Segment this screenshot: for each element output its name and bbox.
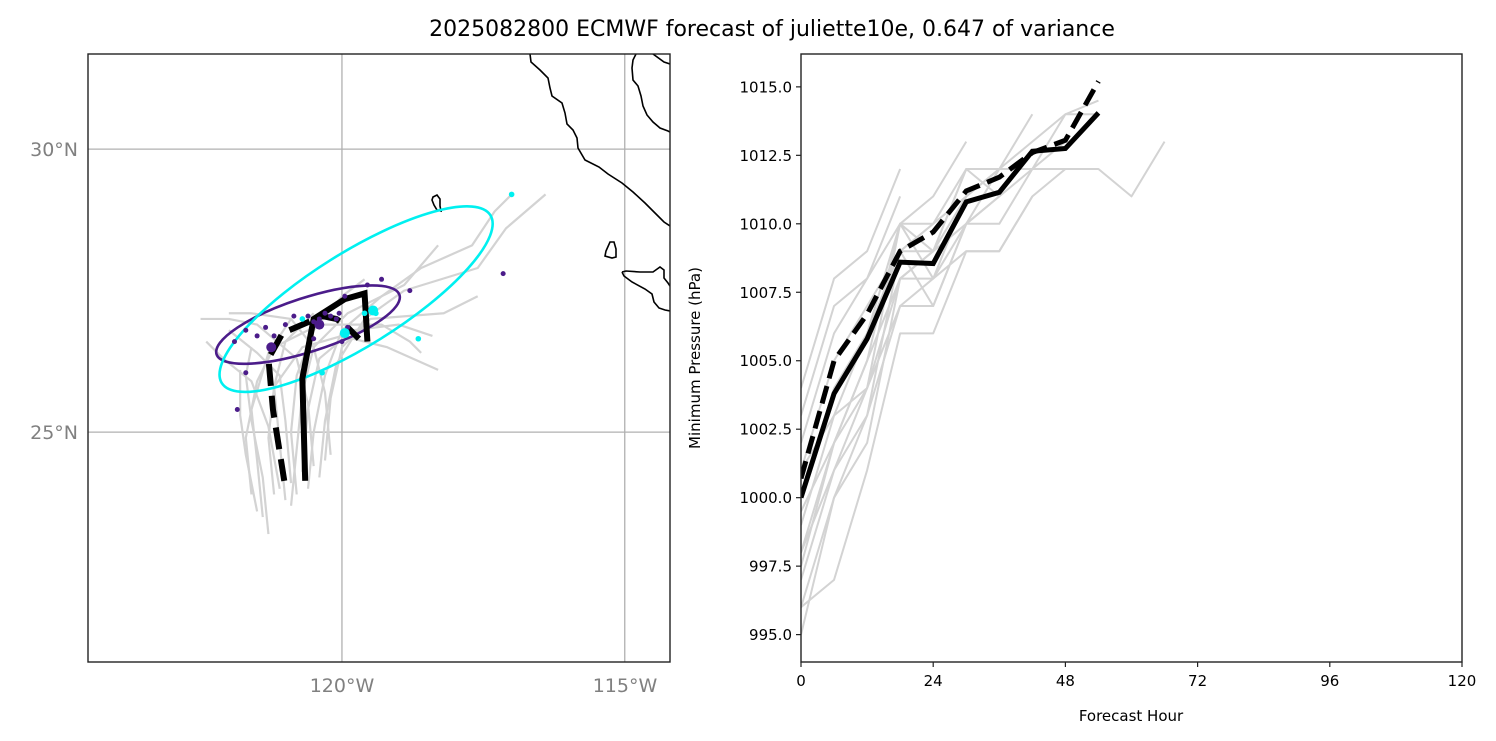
purple-point [282, 322, 288, 328]
ensemble-track [323, 295, 479, 461]
cyan-point [361, 310, 368, 317]
pressure-chart: 0 24 48 72 96 120 995.0 997.5 1000.0 1002.5 1005.… [686, 53, 1476, 725]
ensemble-pressure-line [801, 195, 1034, 608]
y-axis-label: Minimum Pressure (hPa) [686, 267, 704, 449]
ensemble-pressure-line [801, 196, 902, 416]
dashed-track [265, 312, 362, 482]
y-axis-ticks: 995.0 997.5 1000.0 1002.5 1005.0 1007.5 1010.0… [740, 78, 801, 644]
map-frame [87, 53, 671, 663]
y-tick-label: 1015.0 [740, 78, 793, 96]
purple-point [254, 333, 260, 339]
x-tick-label: 0 [796, 672, 806, 690]
lat-tick-25n: 25°N [30, 422, 78, 444]
map-tick-labels: 30°N 25°N 120°W 115°W [30, 139, 657, 697]
lat-tick-30n: 30°N [30, 139, 78, 161]
mean-tracks [265, 289, 371, 482]
y-tick-label: 1007.5 [740, 284, 793, 302]
y-tick-label: 1002.5 [740, 421, 793, 439]
purple-point [291, 313, 297, 319]
ensemble-pressure-line [801, 99, 1099, 498]
purple-ellipse [214, 284, 402, 366]
map-panel: 30°N 25°N 120°W 115°W [30, 53, 671, 697]
x-tick-label: 120 [1448, 672, 1477, 690]
y-tick-label: 1005.0 [740, 352, 793, 370]
y-tick-label: 997.5 [749, 558, 792, 576]
x-axis-label: Forecast Hour [1079, 707, 1184, 725]
ensemble-pressure-lines [801, 99, 1166, 635]
x-tick-label: 48 [1056, 672, 1075, 690]
x-tick-label: 24 [924, 672, 943, 690]
figure-title: 2025082800 ECMWF forecast of juliette10e… [429, 17, 1115, 42]
purple-point [364, 282, 370, 288]
cyan-point [299, 316, 306, 322]
ensemble-track [228, 329, 293, 484]
cyan-point-large [339, 328, 350, 339]
solid-mean-line [801, 111, 1101, 499]
dashed-mean-line [801, 80, 1101, 480]
purple-point [311, 336, 317, 342]
purple-point [328, 313, 334, 319]
cyan-point [415, 335, 422, 342]
cyan-point-large [368, 305, 379, 316]
coastline-baja-mainland [529, 54, 670, 227]
y-tick-label: 1000.0 [740, 489, 793, 507]
lon-tick-120w: 120°W [310, 675, 375, 697]
x-tick-label: 72 [1188, 672, 1207, 690]
island-cedros-south [604, 241, 617, 259]
purple-point [333, 316, 339, 322]
ensemble-pressure-line [801, 168, 902, 389]
mean-pressure-lines [801, 80, 1101, 499]
y-tick-label: 1012.5 [740, 147, 793, 165]
purple-point [243, 370, 249, 376]
track-points [231, 191, 515, 413]
solid-mean-track [299, 289, 371, 481]
purple-point [243, 327, 249, 333]
purple-point [322, 310, 328, 316]
lon-tick-115w: 115°W [593, 675, 658, 697]
purple-point [342, 293, 348, 299]
purple-point [336, 310, 342, 316]
map-gridlines [88, 54, 670, 662]
purple-point [231, 339, 237, 345]
cyan-point [319, 369, 325, 376]
pressure-chart-frame [800, 53, 1463, 663]
ensemble-track [228, 312, 332, 455]
purple-point [379, 276, 385, 282]
ensemble-pressure-line [801, 141, 968, 444]
y-tick-label: 1010.0 [740, 215, 793, 233]
ensemble-pressure-line [801, 141, 1166, 608]
ensemble-track [267, 334, 439, 495]
ensemble-pressure-line [801, 113, 1099, 526]
purple-point [263, 324, 269, 330]
ensemble-track [244, 347, 270, 535]
y-tick-label: 995.0 [749, 626, 792, 644]
island-guadalupe [431, 193, 443, 213]
purple-point [500, 271, 506, 277]
coastline-east-edge [652, 54, 670, 65]
purple-point [271, 333, 277, 339]
purple-point [407, 288, 413, 294]
purple-point [339, 339, 345, 345]
ensemble-track [244, 323, 422, 495]
coastline-southern-point [621, 266, 670, 312]
purple-point [234, 407, 240, 413]
ensemble-pressure-line [801, 168, 1000, 567]
coastline [431, 54, 670, 312]
purple-point-large [266, 342, 277, 353]
coastline-mainland-east [631, 54, 670, 133]
purple-point-large [314, 319, 325, 330]
ensemble-pressure-line [801, 140, 1067, 553]
cyan-point [508, 191, 515, 198]
uncertainty-ellipses [214, 205, 494, 394]
purple-point [305, 313, 311, 319]
x-tick-label: 96 [1320, 672, 1339, 690]
x-axis-ticks: 0 24 48 72 96 120 [796, 662, 1476, 690]
cyan-ellipse [218, 205, 494, 394]
